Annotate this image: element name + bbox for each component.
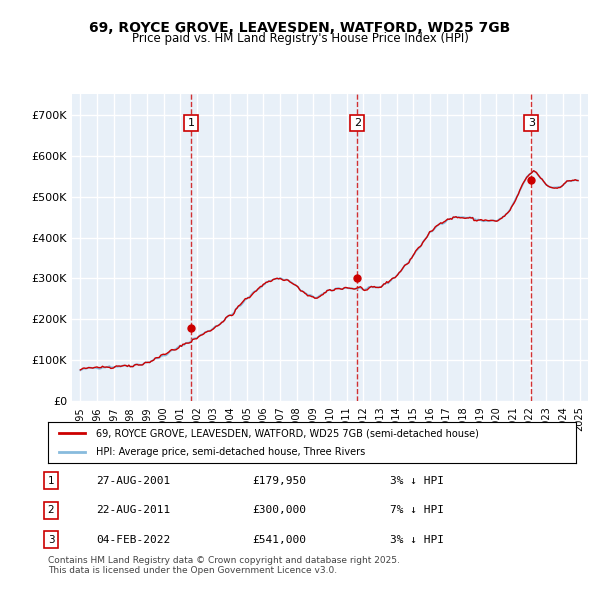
Text: Contains HM Land Registry data © Crown copyright and database right 2025.
This d: Contains HM Land Registry data © Crown c… (48, 556, 400, 575)
Text: 1: 1 (188, 118, 194, 128)
Text: 2: 2 (354, 118, 361, 128)
Text: 3: 3 (528, 118, 535, 128)
Text: 69, ROYCE GROVE, LEAVESDEN, WATFORD, WD25 7GB (semi-detached house): 69, ROYCE GROVE, LEAVESDEN, WATFORD, WD2… (95, 428, 478, 438)
Text: 3% ↓ HPI: 3% ↓ HPI (390, 476, 444, 486)
Text: 22-AUG-2011: 22-AUG-2011 (96, 506, 170, 515)
Text: 3: 3 (47, 535, 55, 545)
Text: 1: 1 (47, 476, 55, 486)
Text: 7% ↓ HPI: 7% ↓ HPI (390, 506, 444, 515)
Text: 27-AUG-2001: 27-AUG-2001 (96, 476, 170, 486)
Text: HPI: Average price, semi-detached house, Three Rivers: HPI: Average price, semi-detached house,… (95, 447, 365, 457)
Text: 3% ↓ HPI: 3% ↓ HPI (390, 535, 444, 545)
Text: £300,000: £300,000 (252, 506, 306, 515)
Text: 04-FEB-2022: 04-FEB-2022 (96, 535, 170, 545)
Text: £179,950: £179,950 (252, 476, 306, 486)
Text: 2: 2 (47, 506, 55, 515)
Text: 69, ROYCE GROVE, LEAVESDEN, WATFORD, WD25 7GB: 69, ROYCE GROVE, LEAVESDEN, WATFORD, WD2… (89, 21, 511, 35)
Text: £541,000: £541,000 (252, 535, 306, 545)
Text: Price paid vs. HM Land Registry's House Price Index (HPI): Price paid vs. HM Land Registry's House … (131, 32, 469, 45)
